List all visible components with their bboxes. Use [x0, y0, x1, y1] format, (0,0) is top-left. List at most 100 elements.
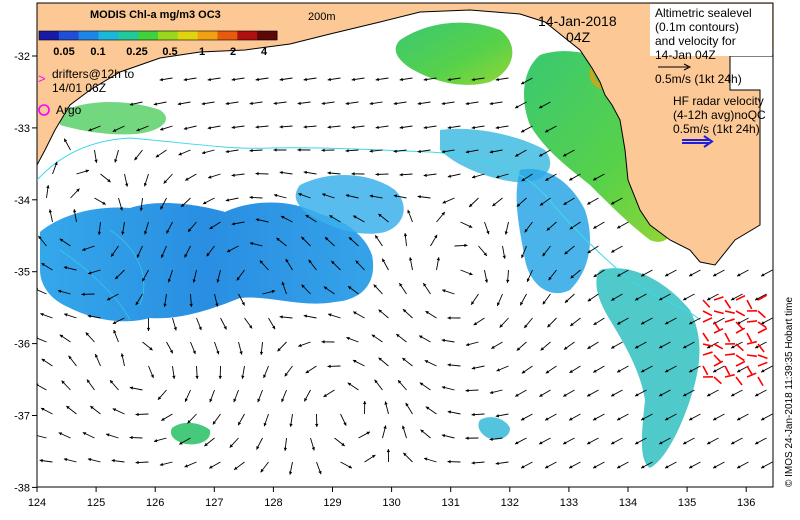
current-vector-head	[713, 273, 717, 277]
hf-radar-vector	[757, 361, 768, 367]
current-vector-head	[82, 247, 86, 251]
current-vector-head	[40, 407, 45, 411]
current-vector-head	[303, 170, 307, 175]
hf-radar-vector	[735, 376, 743, 386]
current-vector-head	[259, 351, 264, 355]
current-vector-head	[417, 101, 421, 106]
current-vector-head	[351, 77, 355, 82]
current-vector-head	[238, 421, 242, 426]
current-vector-head	[305, 370, 310, 374]
current-vector-head	[355, 260, 359, 264]
colorbar-tick-label: 0.1	[90, 46, 105, 58]
current-vector-head	[85, 332, 90, 336]
current-vector-head	[473, 322, 478, 326]
current-vector-head	[502, 255, 506, 259]
current-vector-head	[207, 77, 211, 82]
current-vector-head	[323, 393, 327, 397]
current-vector-head	[323, 286, 328, 290]
current-vector-head	[248, 325, 253, 329]
current-vector-head	[111, 253, 115, 257]
current-vector-head	[68, 355, 72, 360]
current-vector-head	[540, 347, 545, 351]
current-vector-head	[183, 126, 188, 130]
colorbar-swatch	[118, 31, 139, 40]
current-vector-head	[279, 170, 283, 175]
altimetry-label-1: Altimetric sealevel	[655, 6, 752, 20]
current-vector-head	[46, 185, 50, 189]
current-vector-head	[384, 401, 388, 405]
current-vector-head	[63, 457, 68, 462]
hf-radar-vector	[746, 299, 753, 310]
current-vector-head	[409, 257, 413, 261]
current-vector-head	[399, 125, 403, 130]
current-vector-head	[515, 105, 519, 109]
hf-radar-vector	[735, 360, 746, 367]
current-vector-head	[495, 125, 499, 130]
current-vector-head	[521, 129, 525, 133]
current-vector-head	[521, 177, 526, 181]
current-vector-head	[515, 393, 519, 397]
current-vector-head	[542, 300, 546, 305]
current-vector-head	[761, 273, 765, 277]
current-vector-head	[516, 203, 521, 207]
current-vector-head	[263, 374, 267, 379]
current-vector-head	[121, 231, 125, 235]
current-vector-head	[707, 345, 711, 349]
current-vector-head	[564, 251, 568, 255]
current-vector-head	[423, 77, 427, 82]
current-vector-head	[322, 193, 326, 197]
current-vector-head	[61, 380, 65, 384]
hf-radar-vector	[735, 294, 746, 301]
current-vector-head	[593, 321, 597, 325]
hf-radar-vector	[702, 343, 713, 347]
current-vector-head	[611, 249, 615, 253]
current-vector-head	[347, 382, 352, 386]
current-vector-head	[569, 465, 573, 469]
current-vector-head	[665, 417, 669, 421]
current-vector-head	[441, 149, 445, 154]
current-vector-head	[641, 273, 645, 277]
argo-legend: Argo	[38, 103, 82, 117]
hf-radar-vector	[746, 340, 757, 345]
current-vector-head	[489, 101, 493, 106]
colorbar-swatch	[257, 31, 278, 40]
current-vector-head	[689, 465, 693, 469]
current-vector-head	[321, 340, 325, 344]
current-vector-head	[106, 433, 110, 437]
isobath-200m	[37, 137, 701, 321]
current-vector-head	[179, 441, 183, 445]
current-vector-head	[135, 301, 139, 306]
current-vector-head	[419, 335, 423, 339]
current-vector-head	[496, 368, 500, 372]
current-vector-head	[635, 345, 639, 349]
current-vector-head	[277, 347, 281, 352]
current-vector-head	[417, 195, 421, 199]
current-vector-head	[37, 433, 38, 436]
current-vector-head	[545, 417, 549, 421]
current-vector-head	[442, 289, 446, 293]
current-vector-head	[524, 324, 528, 329]
current-vector-head	[39, 458, 43, 463]
current-vector-head	[397, 380, 402, 384]
current-vector-head	[73, 209, 77, 213]
current-vector-head	[447, 363, 451, 367]
current-vector-head	[163, 180, 167, 184]
current-vector-head	[539, 105, 543, 109]
current-vector-head	[683, 297, 687, 301]
current-vector-head	[201, 150, 206, 155]
current-vector-head	[689, 321, 693, 325]
current-vector-head	[617, 225, 621, 229]
current-vector-head	[755, 297, 759, 301]
altimetry-contour-west	[59, 229, 145, 321]
current-vector-head	[281, 398, 285, 403]
current-vector-head	[184, 254, 188, 258]
current-vector-head	[66, 405, 70, 410]
current-vector-head	[143, 182, 148, 187]
current-vector-head	[189, 303, 193, 307]
current-vector-head	[328, 313, 332, 317]
current-vector-head	[761, 369, 765, 373]
current-vector-head	[351, 125, 355, 129]
current-vector-head	[279, 77, 283, 82]
current-vector-head	[160, 127, 164, 131]
current-vector-head	[37, 336, 38, 339]
